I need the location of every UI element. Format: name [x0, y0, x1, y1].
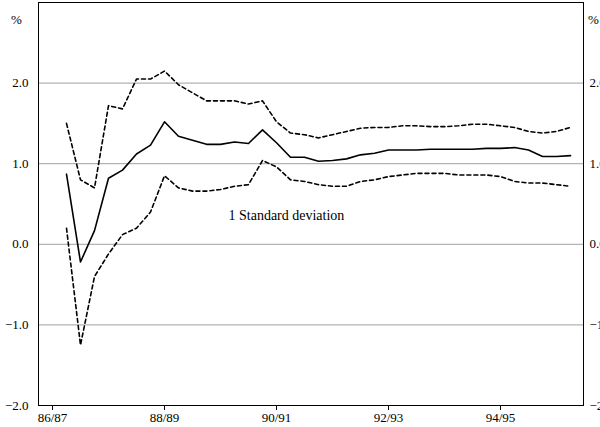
svg-text:1 Standard deviation: 1 Standard deviation — [229, 208, 345, 223]
svg-text:−1.0: −1.0 — [590, 317, 600, 332]
svg-text:86/87: 86/87 — [38, 410, 68, 425]
svg-text:−1.0: −1.0 — [5, 317, 29, 332]
svg-text:1.0: 1.0 — [590, 156, 600, 171]
svg-text:2.0: 2.0 — [590, 75, 600, 90]
svg-text:−2.0: −2.0 — [5, 398, 29, 413]
svg-text:0.0: 0.0 — [590, 236, 600, 251]
svg-text:88/89: 88/89 — [150, 410, 180, 425]
svg-text:2.0: 2.0 — [12, 75, 28, 90]
svg-text:90/91: 90/91 — [262, 410, 292, 425]
svg-text:−2.0: −2.0 — [590, 398, 600, 413]
svg-text:%: % — [588, 12, 599, 27]
svg-text:92/93: 92/93 — [374, 410, 404, 425]
svg-text:1.0: 1.0 — [12, 156, 28, 171]
svg-text:94/95: 94/95 — [486, 410, 516, 425]
svg-text:0.0: 0.0 — [12, 236, 28, 251]
svg-text:%: % — [11, 12, 22, 27]
